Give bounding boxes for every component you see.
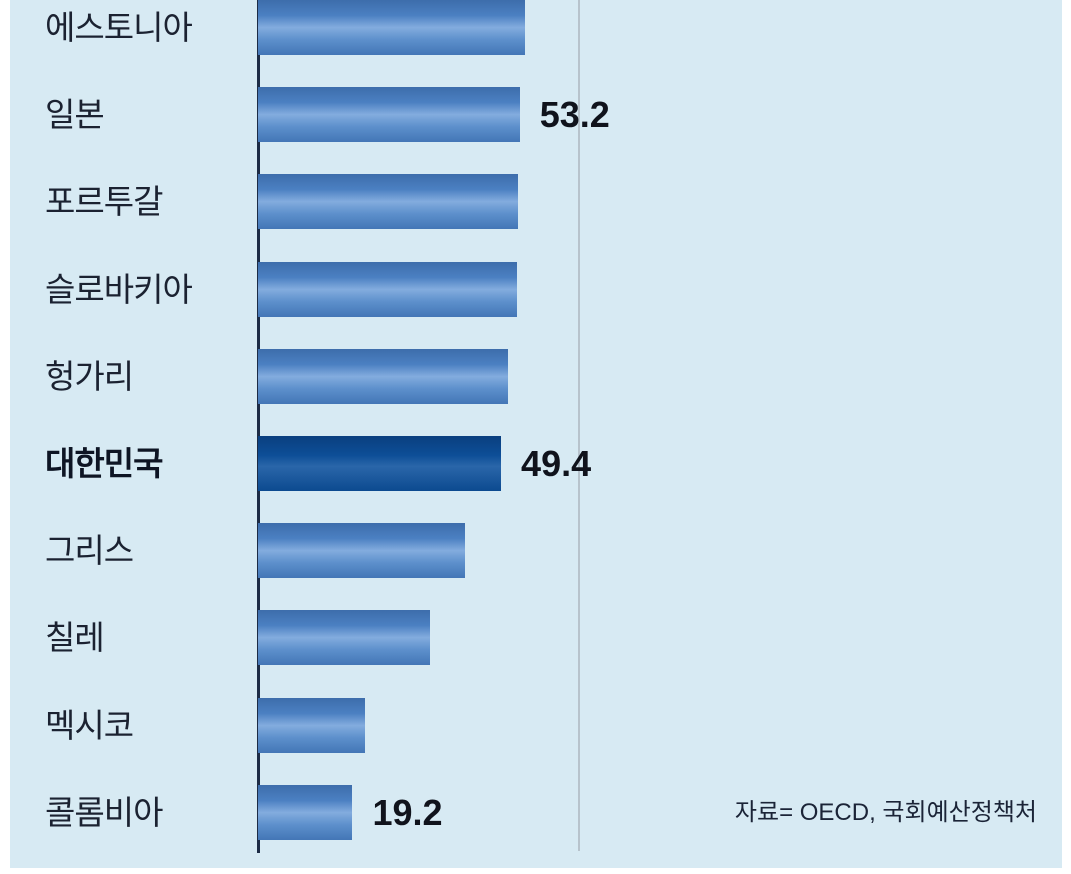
- bar: [258, 261, 517, 317]
- category-label: 슬로바키아: [45, 270, 193, 308]
- chart-row: 슬로바키아: [10, 261, 1062, 317]
- bar: [258, 0, 525, 55]
- category-label: 에스토니아: [45, 9, 193, 46]
- bar-highlight: [258, 436, 501, 491]
- category-label: 그리스: [45, 532, 134, 570]
- value-label: 19.2: [372, 791, 443, 833]
- bar: [258, 174, 518, 230]
- bar: [258, 87, 520, 143]
- category-label: 헝가리: [45, 357, 134, 395]
- chart-row: 그리스: [10, 523, 1062, 579]
- category-label: 콜롬비아: [45, 793, 163, 831]
- category-label: 대한민국: [45, 445, 163, 482]
- bar: [258, 610, 430, 666]
- bar: [258, 523, 465, 579]
- chart-row: 칠레: [10, 610, 1062, 666]
- source-note: 자료= OECD, 국회예산정책처: [734, 799, 1037, 826]
- chart-row: 포르투갈: [10, 174, 1062, 230]
- category-label: 칠레: [45, 619, 105, 657]
- gridline: [578, 0, 580, 851]
- chart-row: 에스토니아: [10, 0, 1062, 55]
- category-label: 일본: [45, 96, 105, 134]
- bar: [258, 697, 365, 753]
- chart-row: 헝가리: [10, 348, 1062, 404]
- category-label: 포르투갈: [45, 183, 163, 221]
- chart-row: 일본 53.2: [10, 87, 1062, 143]
- value-label: 53.2: [539, 94, 610, 136]
- bar: [258, 348, 508, 404]
- chart-row: 콜롬비아 19.2: [10, 784, 1062, 840]
- value-label: 49.4: [521, 443, 592, 484]
- category-label: 멕시코: [45, 706, 134, 744]
- bar: [258, 784, 352, 840]
- y-axis-line: [257, 0, 260, 853]
- chart-row: 대한민국 49.4: [10, 436, 1062, 491]
- chart-row: 멕시코: [10, 697, 1062, 753]
